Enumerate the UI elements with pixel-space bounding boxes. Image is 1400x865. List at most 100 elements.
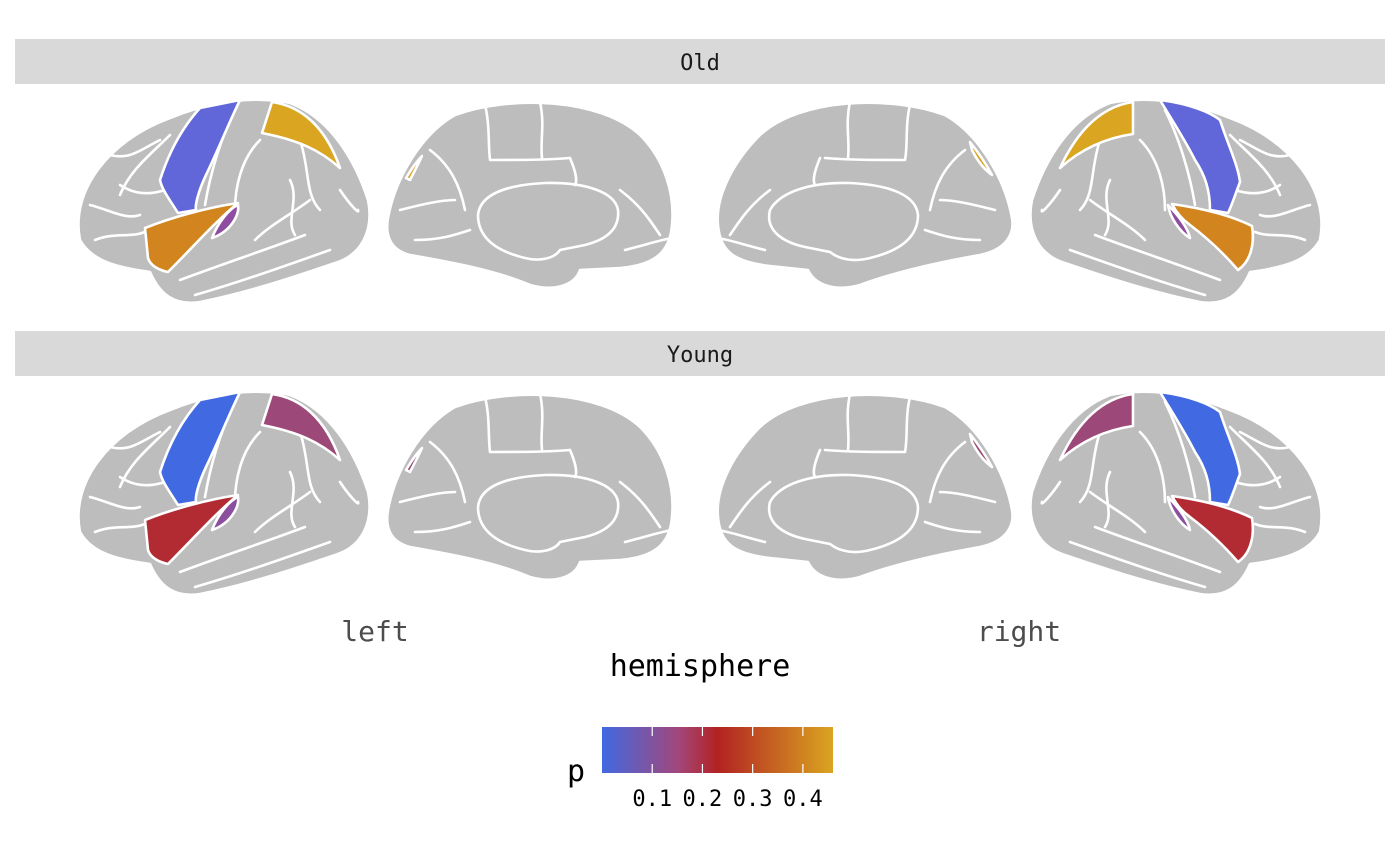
brain-row-young — [77, 390, 1323, 597]
sulcus-line — [823, 103, 912, 162]
sulcus-line — [923, 520, 982, 534]
sulcus-line — [288, 470, 297, 529]
region-superiorparietal-left-medial — [404, 446, 424, 474]
sulcus-line — [1253, 230, 1307, 242]
legend-tick-label: 0.1 — [632, 787, 672, 812]
sulcus-line — [1103, 470, 1112, 529]
sulcus-line — [298, 138, 322, 212]
sulcus-line — [413, 228, 472, 242]
legend: p 0.1 0.2 0.3 0.4 — [567, 727, 833, 812]
sulcus-line — [623, 236, 674, 252]
sulcus-line — [108, 430, 162, 450]
facet-panel-young: Young — [15, 331, 1385, 597]
sulcus-line — [93, 522, 147, 534]
sulcus-line — [623, 528, 674, 544]
sulcus-line — [178, 233, 307, 282]
sulcus-line — [1078, 138, 1102, 212]
sulcus-line — [846, 100, 852, 160]
x-tick-left: left — [341, 615, 408, 648]
facet-strip-label-young: Young — [667, 343, 733, 368]
sulcus-line — [1103, 178, 1112, 237]
region-superiorparietal-right — [1058, 392, 1135, 462]
sulcus-line — [1138, 430, 1167, 504]
sulcus-line — [428, 440, 467, 504]
sulcus-line — [923, 228, 982, 242]
sulcus-line — [428, 148, 467, 212]
sulcus-line — [338, 480, 360, 505]
right-lateral-cortex — [1029, 98, 1323, 305]
sulcus-line — [568, 448, 578, 479]
sulcus-line — [1040, 480, 1062, 505]
sulcus-line — [1138, 138, 1167, 212]
region-transversetemporal-right — [1166, 495, 1192, 532]
sulcus-line — [118, 425, 172, 489]
region-precentral-left — [158, 390, 242, 507]
sulcus-line — [716, 528, 767, 544]
sulcus-line — [1238, 430, 1292, 450]
sulcus-line — [846, 392, 852, 452]
region-precentral-right — [1158, 98, 1242, 215]
sulcus-line — [1258, 203, 1312, 218]
region-superiortemporal-left — [143, 493, 240, 566]
sulcus-line — [1238, 138, 1292, 158]
x-tick-right: right — [977, 615, 1061, 648]
sulcus-line — [398, 198, 457, 212]
legend-tick-label: 0.3 — [733, 787, 773, 812]
region-superiorparietal-right-medial — [968, 432, 994, 469]
region-superiorparietal-left — [260, 392, 342, 462]
legend-title: p — [567, 754, 585, 789]
sulcus-line — [1163, 108, 1197, 207]
right-lateral-cortex — [1029, 390, 1323, 597]
sulcus-line — [538, 100, 544, 160]
sulcus-line — [1093, 233, 1222, 282]
sulcus-line — [538, 392, 544, 452]
sulcus-line — [1088, 490, 1147, 534]
sulcus-line — [1068, 248, 1207, 297]
facet-strip-label-old: Old — [680, 51, 720, 76]
region-superiorparietal-left-medial — [404, 154, 424, 182]
right-medial-corpus — [767, 473, 920, 554]
sulcus-line — [1040, 188, 1062, 213]
facet-panel-old: Old — [15, 39, 1385, 305]
region-superiorparietal-right — [1058, 100, 1135, 170]
region-superiortemporal-left — [143, 201, 240, 274]
sulcus-line — [1228, 133, 1282, 197]
sulcus-line — [618, 188, 662, 237]
sulcus-line — [1163, 400, 1197, 499]
region-precentral-left — [158, 98, 242, 215]
sulcus-line — [88, 495, 142, 510]
legend-tick-label: 0.2 — [683, 787, 723, 812]
x-axis-title: hemisphere — [610, 649, 791, 684]
legend-tick-label: 0.4 — [783, 787, 823, 812]
region-transversetemporal-right — [1166, 203, 1192, 240]
sulcus-line — [178, 525, 307, 574]
sulcus-line — [1253, 522, 1307, 534]
sulcus-line — [398, 490, 457, 504]
sulcus-line — [288, 178, 297, 237]
sulcus-line — [483, 395, 572, 454]
sulcus-line — [108, 138, 162, 158]
facet-strip-old — [15, 39, 1385, 84]
sulcus-line — [1228, 425, 1282, 489]
facet-strip-young — [15, 331, 1385, 376]
sulcus-line — [938, 198, 997, 212]
sulcus-line — [618, 480, 662, 529]
sulcus-line — [483, 103, 572, 162]
region-precentral-right — [1158, 390, 1242, 507]
left-medial-corpus — [476, 181, 620, 261]
region-transversetemporal-left — [210, 203, 240, 240]
sulcus-line — [928, 148, 967, 212]
right-medial-corpus — [767, 181, 920, 262]
sulcus-line — [93, 230, 147, 242]
sulcus-line — [716, 236, 767, 252]
sulcus-line — [812, 448, 822, 479]
sulcus-line — [728, 188, 772, 237]
sulcus-line — [928, 440, 967, 504]
sulcus-line — [1068, 540, 1207, 589]
sulcus-line — [1088, 198, 1147, 242]
region-superiortemporal-right — [1170, 494, 1255, 564]
sulcus-line — [193, 248, 332, 297]
sulcus-line — [1093, 525, 1222, 574]
sulcus-line — [413, 520, 472, 534]
